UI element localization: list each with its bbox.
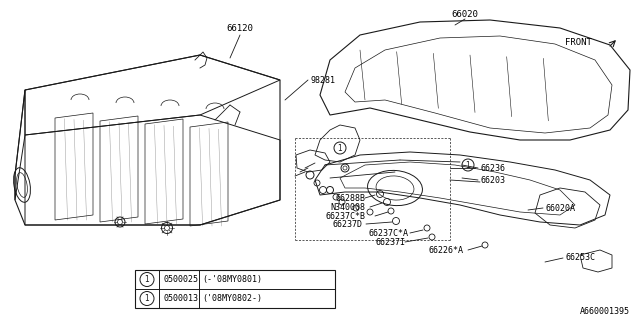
Text: FRONT: FRONT <box>565 37 592 46</box>
Text: 1: 1 <box>145 275 149 284</box>
Text: 66203: 66203 <box>480 175 505 185</box>
Text: 66120: 66120 <box>227 23 253 33</box>
Text: A660001395: A660001395 <box>580 308 630 316</box>
Text: 66226*A: 66226*A <box>428 245 463 254</box>
Text: 66237D: 66237D <box>332 220 362 228</box>
Text: 66020: 66020 <box>452 10 479 19</box>
Text: ('08MY0802-): ('08MY0802-) <box>202 294 262 303</box>
Text: N340008: N340008 <box>330 203 365 212</box>
Text: 1: 1 <box>466 161 470 170</box>
Text: 66237C*A: 66237C*A <box>368 228 408 237</box>
FancyBboxPatch shape <box>135 270 335 308</box>
Text: 0500013: 0500013 <box>163 294 198 303</box>
Text: 66236: 66236 <box>480 164 505 172</box>
Text: 66237C*B: 66237C*B <box>325 212 365 220</box>
Text: 0500025: 0500025 <box>163 275 198 284</box>
Text: 66020A: 66020A <box>545 204 575 212</box>
Text: 1: 1 <box>145 294 149 303</box>
Text: 66253C: 66253C <box>565 253 595 262</box>
Text: 66288B: 66288B <box>335 194 365 203</box>
Text: (-'08MY0801): (-'08MY0801) <box>202 275 262 284</box>
Text: 66237I: 66237I <box>375 237 405 246</box>
Text: 1: 1 <box>338 143 342 153</box>
Text: 98281: 98281 <box>310 76 335 84</box>
